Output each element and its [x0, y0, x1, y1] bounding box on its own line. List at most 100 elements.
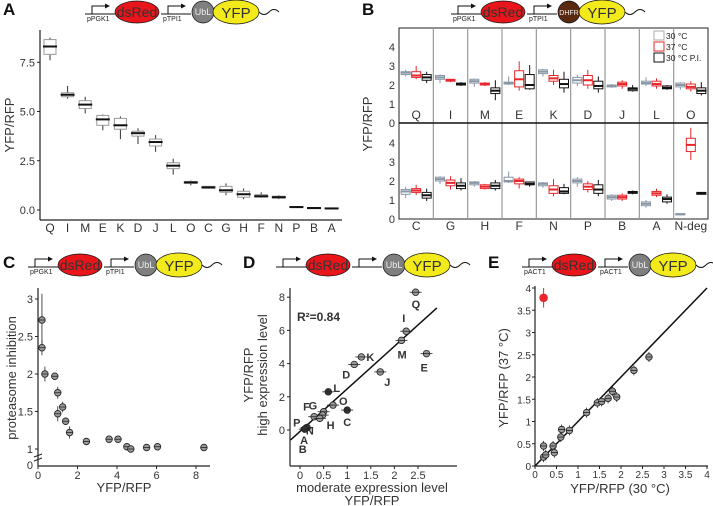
category-label: H: [480, 219, 489, 233]
arrowhead-icon: [124, 256, 129, 262]
legend: 30 °C37 °C30 °C P.I.: [653, 30, 701, 63]
construct-diagram-C: pPGK1 dsRed pTPI1 UbL YFP: [28, 252, 223, 278]
construct-diagram-D: dsRed UbL YFP: [276, 252, 471, 278]
point-label: G: [309, 401, 318, 413]
reporter-label: dsRed: [308, 257, 348, 273]
y-tick-label: 3.5: [517, 306, 531, 317]
promoter-label: pPGK1: [453, 16, 476, 23]
promoter-label: pTPI1: [106, 269, 125, 276]
legend-swatch: [653, 41, 665, 52]
promoter-arrow-icon: [451, 5, 481, 15]
x-tick-label: 1.5: [593, 470, 607, 481]
x-tick-label: 2: [74, 470, 80, 482]
category-label: B: [618, 219, 626, 233]
point-label: K: [366, 352, 374, 364]
promoter-label: pPGK1: [30, 269, 53, 276]
y-axis-label: YFP/RFP: [2, 98, 17, 153]
category-label: C: [412, 219, 421, 233]
point-label: J: [384, 377, 390, 389]
promoter-arrow-icon: [104, 258, 134, 268]
category-label: N-deg: [674, 219, 707, 233]
x-tick-label: H: [239, 221, 248, 235]
x-tick-label: 0.5: [316, 470, 331, 482]
point-label: N: [306, 425, 314, 437]
tag-label: DHFR: [559, 10, 578, 17]
y-tick-label: 3: [389, 157, 395, 169]
tag-label: UbL: [386, 260, 403, 270]
tail-squiggle-icon: [449, 262, 471, 268]
point-label: E: [420, 363, 427, 375]
tail-squiggle-icon: [201, 262, 223, 268]
arrowhead-icon: [48, 256, 53, 262]
x-axis-label: YFP/RFP: [97, 480, 152, 495]
y-axis-label: YFP/RFP (37 °C): [496, 328, 511, 428]
x-tick-label: 6: [153, 470, 159, 482]
x-tick-label: J: [153, 221, 159, 235]
category-label: A: [652, 219, 660, 233]
promoter-arrow-icon: [161, 5, 191, 15]
fusion-label: YFP: [412, 258, 441, 275]
y-tick-label: 6: [279, 325, 285, 337]
x-tick-label: 8: [193, 470, 199, 482]
y-tick-label: 4: [389, 42, 395, 54]
x-axis-label-units: YFP/RFP: [345, 493, 400, 506]
promoter-arrow-icon: [276, 258, 306, 268]
r-squared-annotation: R²=0.84: [297, 310, 340, 324]
y-tick-label: 7.5: [20, 57, 35, 69]
arrowhead-icon: [547, 3, 552, 9]
y-axis-label: proteasome inhibition: [4, 316, 19, 440]
reporter-label: dsRed: [117, 4, 157, 20]
y-tick-label: 0: [389, 118, 395, 130]
tag-label: UbL: [632, 260, 649, 270]
x-tick-label: F: [258, 221, 265, 235]
x-tick-label: 1: [575, 470, 581, 481]
panel-letter-C: C: [3, 253, 15, 272]
legend-swatch: [653, 30, 665, 41]
x-tick-label: B: [310, 221, 318, 235]
fusion-label: YFP: [164, 258, 193, 275]
box: [524, 74, 535, 90]
y-tick-label: 0.5: [517, 440, 531, 451]
construct-diagram-E: pACT1 dsRed pACT1 UbL YFP: [522, 252, 713, 278]
y-tick-label: 2: [279, 392, 285, 404]
y-tick-label: 1: [27, 444, 33, 456]
tail-squiggle-icon: [695, 262, 713, 268]
x-tick-label: 2.5: [636, 470, 650, 481]
x-axis-label: moderate expression level: [296, 480, 448, 495]
tail-squiggle-icon: [258, 9, 280, 15]
dsred-ellipse: [551, 253, 597, 277]
category-label: I: [449, 108, 452, 122]
arrowhead-icon: [181, 3, 186, 9]
x-tick-label: 2: [618, 470, 624, 481]
x-tick-label: 3: [661, 470, 667, 481]
y-tick-label: 3: [27, 294, 33, 306]
legend-entry: 30 °C P.I.: [666, 53, 701, 63]
y-tick-label: 0: [279, 425, 285, 437]
x-tick-label: G: [221, 221, 230, 235]
x-tick-label: 2.5: [410, 470, 425, 482]
y-axis-label: YFP/RFP: [360, 97, 375, 152]
arrowhead-icon: [471, 3, 476, 9]
tag-label: UbL: [195, 7, 212, 17]
point-label: O: [339, 396, 348, 408]
panel-letter-D: D: [243, 253, 255, 272]
x-tick-label: 0: [35, 470, 41, 482]
point-label: D: [342, 369, 350, 381]
y-axis-label-units: YFP/RFP: [241, 348, 256, 403]
category-label: G: [446, 219, 455, 233]
point-label: A: [300, 435, 308, 447]
promoter-label: pTPI1: [529, 16, 548, 23]
box: [113, 117, 127, 130]
point-label: P: [293, 418, 300, 430]
category-label: E: [515, 108, 523, 122]
category-label: D: [583, 108, 592, 122]
point-label: C: [343, 417, 351, 429]
promoter-arrow-icon: [85, 5, 115, 15]
x-axis-label: YFP/RFP (30 °C): [570, 481, 670, 496]
x-tick-label: I: [66, 221, 69, 235]
arrowhead-icon: [372, 256, 377, 262]
y-tick-label: 2: [27, 369, 33, 381]
y-tick-label: 0: [525, 462, 531, 473]
construct-diagram-A: pPGK1 dsRed pTPI1 UbL YFP: [85, 0, 280, 25]
y-tick-label: 8: [279, 292, 285, 304]
